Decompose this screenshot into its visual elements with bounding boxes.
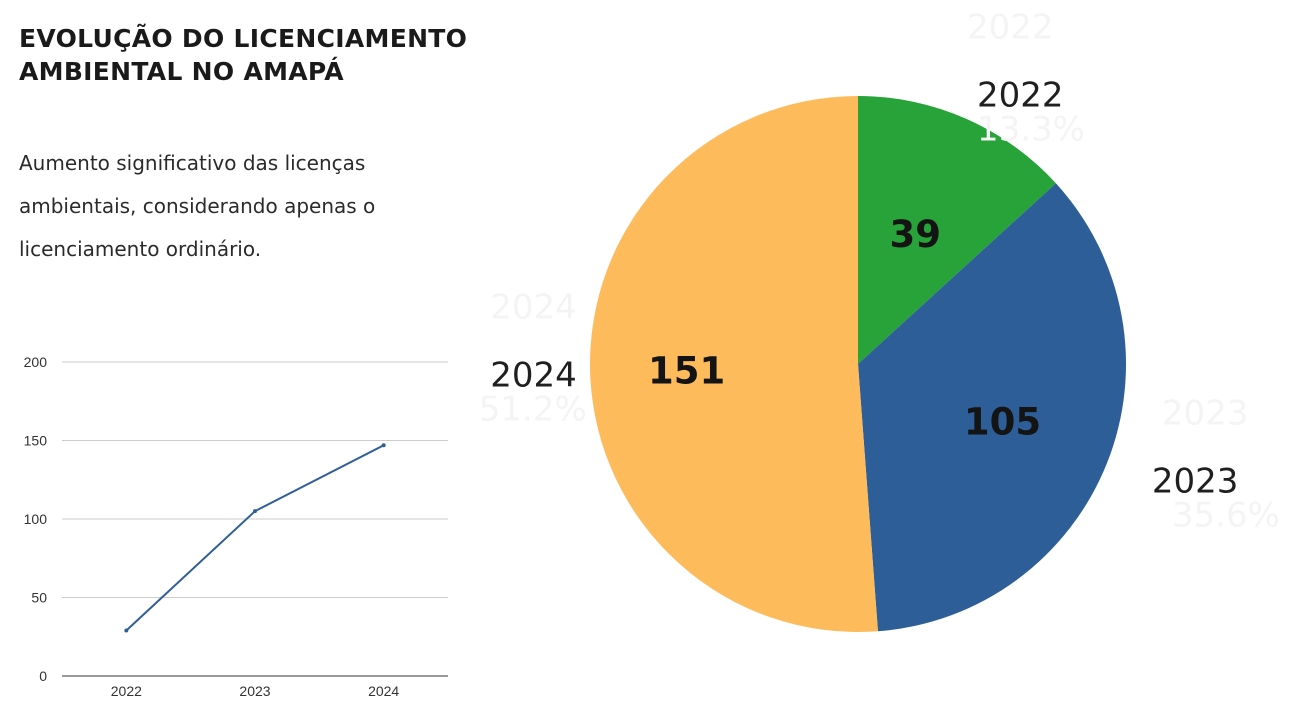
x-tick-label: 2022 — [111, 683, 142, 699]
y-tick-label: 100 — [24, 511, 48, 527]
slice-category-label: 2023 — [1152, 462, 1239, 502]
slice-value-label: 105 — [964, 400, 1041, 443]
data-point — [253, 509, 257, 514]
pie-slice — [589, 96, 878, 632]
y-tick-label: 50 — [31, 590, 47, 606]
series-line — [125, 444, 385, 632]
faint-percent-label: 35.6% — [1172, 496, 1280, 536]
faint-label: 2022 — [967, 7, 1054, 47]
pie-chart: 202213.3%392022202335.6%1052023202451.2%… — [479, 7, 1280, 632]
slice-value-label: 39 — [890, 213, 942, 256]
data-point — [381, 443, 386, 448]
slice-value-label: 151 — [648, 349, 725, 392]
x-tick-label: 2023 — [239, 683, 270, 699]
line-chart: 0 50 100 150 200 2022 2023 2024 — [24, 354, 448, 699]
x-tick-label: 2024 — [368, 683, 399, 699]
slice-category-label: 2022 — [977, 75, 1064, 115]
data-point — [124, 628, 129, 633]
faint-percent-label: 51.2% — [479, 389, 587, 429]
y-tick-label: 200 — [24, 354, 48, 370]
page-title: EVOLUÇÃO DO LICENCIAMENTO AMBIENTAL NO A… — [19, 22, 467, 88]
faint-label: 2024 — [490, 287, 577, 327]
faint-percent-label: 13.3% — [977, 109, 1085, 149]
page-title-line-2: AMBIENTAL NO AMAPÁ — [19, 57, 344, 86]
pie-slice — [858, 183, 1126, 632]
faint-label: 2023 — [1162, 394, 1249, 434]
y-tick-label: 0 — [39, 668, 47, 684]
page-title-line-1: EVOLUÇÃO DO LICENCIAMENTO — [19, 24, 468, 53]
slice-category-label: 2024 — [490, 355, 577, 395]
pie-slice — [858, 96, 1056, 364]
page-subtitle: Aumento significativo das licenças ambie… — [19, 151, 376, 261]
y-tick-label: 150 — [24, 433, 48, 449]
